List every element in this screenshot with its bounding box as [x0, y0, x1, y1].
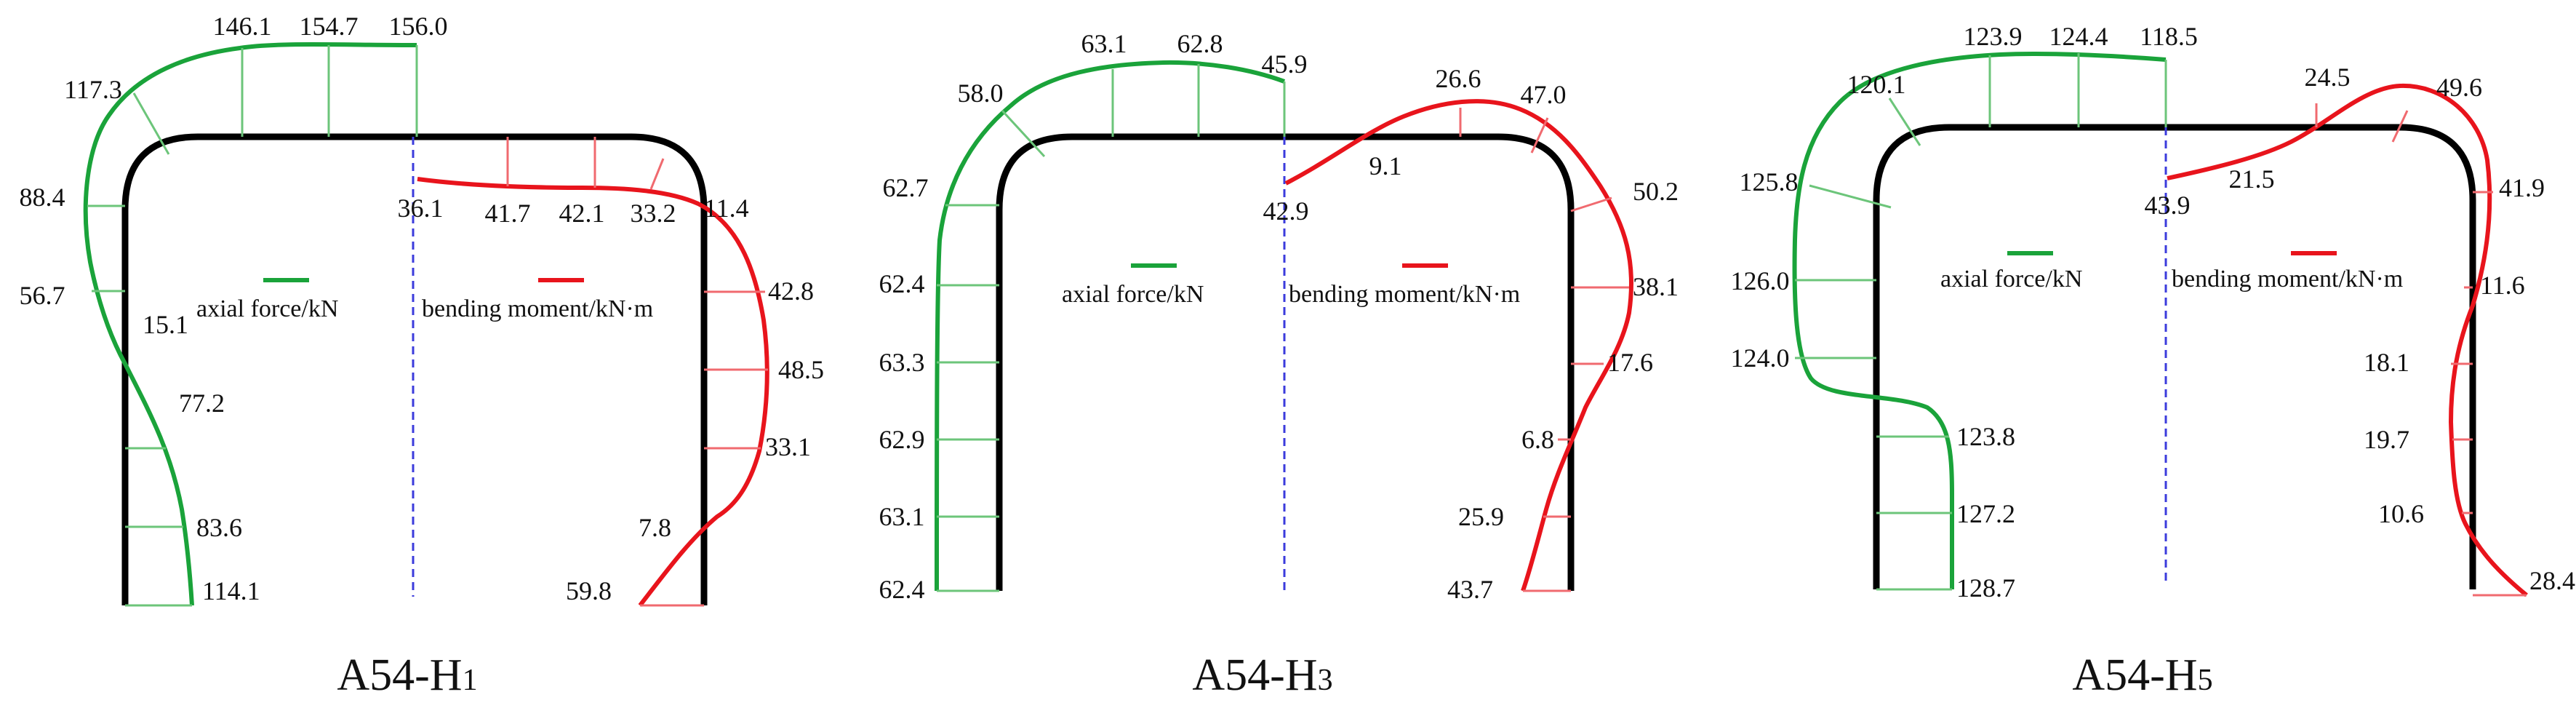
axial-force-curve	[83, 42, 417, 606]
axial-ordinate	[1888, 98, 1921, 146]
moment-value-label: 41.7	[485, 199, 531, 228]
legend-axial-label: axial force/kN	[1062, 281, 1204, 308]
axial-value-label: 63.3	[879, 348, 925, 377]
panel-a54-h5: 123.9 124.4 118.5 120.1 125.8 126.0 124.…	[1731, 22, 2576, 700]
moment-value-label: 33.1	[765, 432, 811, 461]
axial-value-label: 77.2	[179, 389, 225, 418]
moment-value-label: 11.4	[704, 194, 749, 223]
axial-force-curve	[935, 60, 1286, 592]
axial-ordinate	[1809, 184, 1892, 209]
axial-value-label: 58.0	[958, 79, 1004, 108]
axial-value-label: 124.0	[1731, 343, 1790, 373]
moment-ordinate	[1530, 117, 1549, 154]
moment-ordinate	[1570, 196, 1612, 212]
panel-a54-h1: 146.1 154.7 156.0 117.3 88.4 56.7 15.1 7…	[20, 12, 825, 700]
moment-value-label: 10.6	[2378, 499, 2424, 528]
legend-moment-label: bending moment/kN·m	[422, 295, 653, 322]
axial-value-label: 123.8	[1956, 422, 2015, 451]
moment-value-label: 24.5	[2305, 63, 2351, 92]
axial-value-label: 63.1	[879, 502, 925, 531]
axial-force-diagram: 63.1 62.8 45.9 58.0 62.7 62.4 63.3 62.9 …	[879, 29, 1308, 604]
axial-value-label: 83.6	[196, 513, 242, 542]
axial-force-curve	[1792, 51, 2167, 589]
axial-value-label: 118.5	[2140, 22, 2198, 51]
axial-value-label: 125.8	[1740, 167, 1799, 196]
axial-ordinate	[132, 92, 170, 155]
axial-value-label: 56.7	[20, 281, 65, 310]
legend: axial force/kN bending moment/kN·m	[196, 278, 653, 322]
moment-value-label: 38.1	[1633, 272, 1679, 301]
moment-value-label: 28.4	[2529, 566, 2575, 595]
legend-moment-label: bending moment/kN·m	[1289, 281, 1520, 308]
axial-value-label: 45.9	[1262, 49, 1308, 79]
axial-value-label: 154.7	[300, 12, 359, 41]
moment-value-label: 21.5	[2229, 164, 2275, 194]
axial-value-label: 127.2	[1956, 499, 2015, 528]
moment-value-label: 50.2	[1633, 177, 1679, 206]
axial-value-label: 146.1	[213, 12, 272, 41]
moment-value-label: 43.7	[1447, 575, 1493, 604]
moment-value-label: 49.6	[2436, 73, 2482, 102]
bending-moment-curve	[417, 177, 769, 607]
panel-caption: A54-H5	[2072, 651, 2212, 700]
legend: axial force/kN bending moment/kN·m	[1062, 263, 1520, 308]
axial-value-label: 63.1	[1081, 29, 1127, 58]
legend-axial-label: axial force/kN	[1940, 266, 2082, 293]
axial-value-label: 15.1	[143, 310, 188, 339]
axial-value-label: 88.4	[20, 183, 65, 212]
axial-value-label: 62.9	[879, 425, 925, 454]
axial-value-label: 62.4	[879, 269, 925, 298]
axial-value-label: 126.0	[1731, 266, 1790, 295]
bending-moment-curve	[2167, 83, 2528, 597]
moment-value-label: 7.8	[639, 513, 671, 542]
moment-value-label: 48.5	[778, 355, 824, 384]
axial-force-diagram: 123.9 124.4 118.5 120.1 125.8 126.0 124.…	[1731, 22, 2198, 602]
bending-moment-curve	[1284, 99, 1634, 592]
panel-a54-h3: 63.1 62.8 45.9 58.0 62.7 62.4 63.3 62.9 …	[879, 29, 1679, 700]
bending-moment-diagram: 36.1 41.7 42.1 33.2 11.4 42.8 48.5 33.1 …	[398, 137, 824, 607]
axial-value-label: 62.8	[1177, 29, 1223, 58]
moment-value-label: 11.6	[2480, 271, 2525, 300]
axial-value-label: 123.9	[1964, 22, 2023, 51]
moment-value-label: 42.8	[768, 277, 814, 306]
moment-value-label: 19.7	[2364, 425, 2409, 454]
moment-value-label: 41.9	[2499, 173, 2545, 202]
axial-value-label: 120.1	[1847, 70, 1906, 99]
moment-ordinate	[2391, 110, 2409, 143]
bending-moment-diagram: 26.6 47.0 9.1 42.9 50.2 38.1 17.6 6.8 25…	[1263, 64, 1679, 604]
moment-value-label: 9.1	[1369, 151, 1402, 180]
moment-value-label: 25.9	[1458, 502, 1504, 531]
axial-value-label: 124.4	[2049, 22, 2108, 51]
legend: axial force/kN bending moment/kN·m	[1940, 251, 2403, 293]
moment-value-label: 36.1	[398, 194, 444, 223]
moment-value-label: 47.0	[1521, 80, 1567, 109]
moment-value-label: 33.2	[631, 199, 676, 228]
axial-value-label: 62.7	[883, 173, 929, 202]
moment-value-label: 43.9	[2145, 191, 2191, 220]
bending-moment-diagram: 24.5 49.6 21.5 43.9 41.9 11.6 18.1 19.7 …	[2145, 63, 2575, 597]
axial-value-label: 128.7	[1956, 573, 2015, 602]
tunnel-frame	[121, 133, 708, 605]
axial-value-label: 62.4	[879, 575, 925, 604]
axial-value-label: 156.0	[389, 12, 448, 41]
axial-force-diagram: 146.1 154.7 156.0 117.3 88.4 56.7 15.1 7…	[20, 12, 448, 607]
moment-value-label: 42.1	[559, 199, 605, 228]
panel-caption: A54-H1	[337, 651, 477, 700]
axial-value-label: 117.3	[64, 75, 122, 104]
tunnel-frame	[1873, 124, 2476, 589]
moment-value-label: 6.8	[1521, 425, 1554, 454]
moment-ordinate	[649, 158, 665, 190]
legend-moment-label: bending moment/kN·m	[2172, 266, 2403, 293]
moment-value-label: 59.8	[566, 576, 612, 605]
axial-ordinate	[1001, 109, 1046, 158]
moment-value-label: 42.9	[1263, 196, 1309, 226]
moment-value-label: 17.6	[1607, 348, 1653, 377]
moment-value-label: 18.1	[2364, 348, 2409, 377]
moment-value-label: 26.6	[1436, 64, 1481, 93]
axial-value-label: 114.1	[202, 576, 260, 605]
legend-axial-label: axial force/kN	[196, 295, 338, 322]
panel-caption: A54-H3	[1192, 651, 1332, 700]
